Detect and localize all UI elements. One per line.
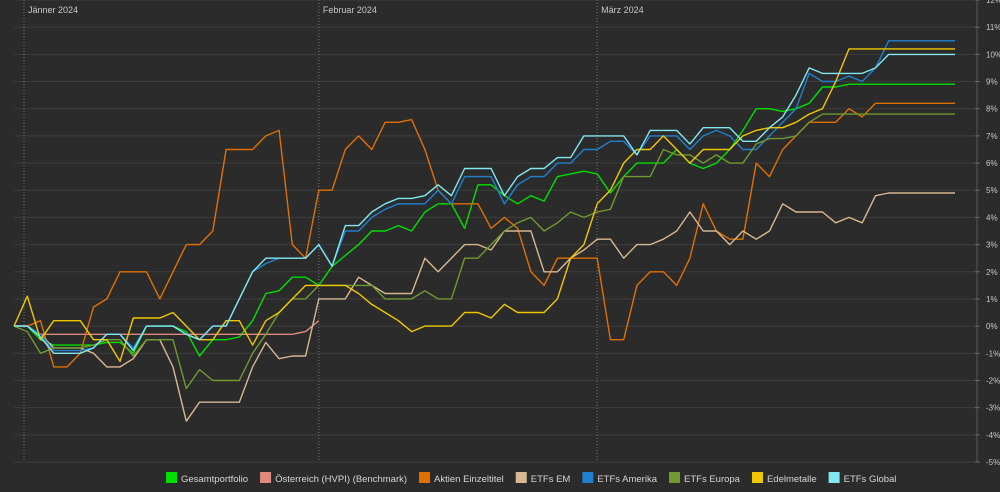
month-labels: Jänner 2024 Februar 2024 März 2024 <box>23 0 644 462</box>
legend-swatch[interactable] <box>751 472 763 483</box>
y-tick-label: 8% <box>986 105 998 114</box>
legend-label[interactable]: ETFs Europa <box>684 474 741 485</box>
y-tick-label: -1% <box>986 349 1000 358</box>
y-tick-label: 4% <box>986 213 998 222</box>
y-tick-label: 12% <box>986 0 1000 5</box>
month-label: Februar 2024 <box>323 5 377 15</box>
grid-layer <box>14 0 975 463</box>
series-line-4 <box>14 40 955 352</box>
y-tick-label: 0% <box>986 322 998 331</box>
month-label: Jänner 2024 <box>28 5 78 15</box>
legend-label[interactable]: Österreich (HVPI) (Benchmark) <box>275 474 407 485</box>
legend-label[interactable]: ETFs Amerika <box>597 474 657 485</box>
y-tick-label: 3% <box>986 241 998 250</box>
legend-label[interactable]: Edelmetalle <box>767 474 817 485</box>
y-tick-label: 11% <box>986 23 1000 32</box>
y-tick-label: 9% <box>986 78 998 87</box>
legend-swatch[interactable] <box>166 472 177 483</box>
legend-swatch[interactable] <box>419 472 431 483</box>
legend-swatch[interactable] <box>669 472 680 483</box>
series-line-5 <box>13 113 955 390</box>
legend-label[interactable]: ETFs EM <box>531 474 571 485</box>
legend-label[interactable]: Aktien Einzeltitel <box>434 474 504 485</box>
y-tick-label: -5% <box>986 458 1000 467</box>
y-tick-label: 6% <box>986 159 998 168</box>
y-tick-label: 1% <box>986 295 998 304</box>
y-axis: 12% 11% 10% 9% 8% 7% 6% 5% 4% 3% 2% 1% 0% -1% -2% -3% -4… <box>975 0 1000 467</box>
y-tick-label: 2% <box>986 268 998 277</box>
y-tick-label: -2% <box>986 376 1000 385</box>
month-label: März 2024 <box>601 5 644 15</box>
legend-swatch[interactable] <box>260 472 272 483</box>
series-line-1 <box>14 320 320 335</box>
y-tick-label: 7% <box>986 132 998 141</box>
legend-swatch[interactable] <box>828 472 840 483</box>
series-line-7 <box>14 53 955 354</box>
legend-swatch[interactable] <box>515 472 527 483</box>
y-tick-label: -4% <box>986 431 1000 440</box>
series-layer <box>13 40 955 422</box>
legend: Gesamtportfolio Österreich (HVPI) (Benchm… <box>166 472 896 485</box>
legend-label[interactable]: Gesamtportfolio <box>181 474 248 485</box>
y-tick-label: 5% <box>986 186 998 195</box>
legend-swatch[interactable] <box>582 472 594 483</box>
legend-label[interactable]: ETFs Global <box>844 474 897 485</box>
series-line-6 <box>13 48 955 363</box>
y-tick-label: -3% <box>986 404 1000 413</box>
series-line-3 <box>14 192 955 422</box>
y-tick-label: 10% <box>986 50 1000 59</box>
series-line-2 <box>14 102 955 368</box>
